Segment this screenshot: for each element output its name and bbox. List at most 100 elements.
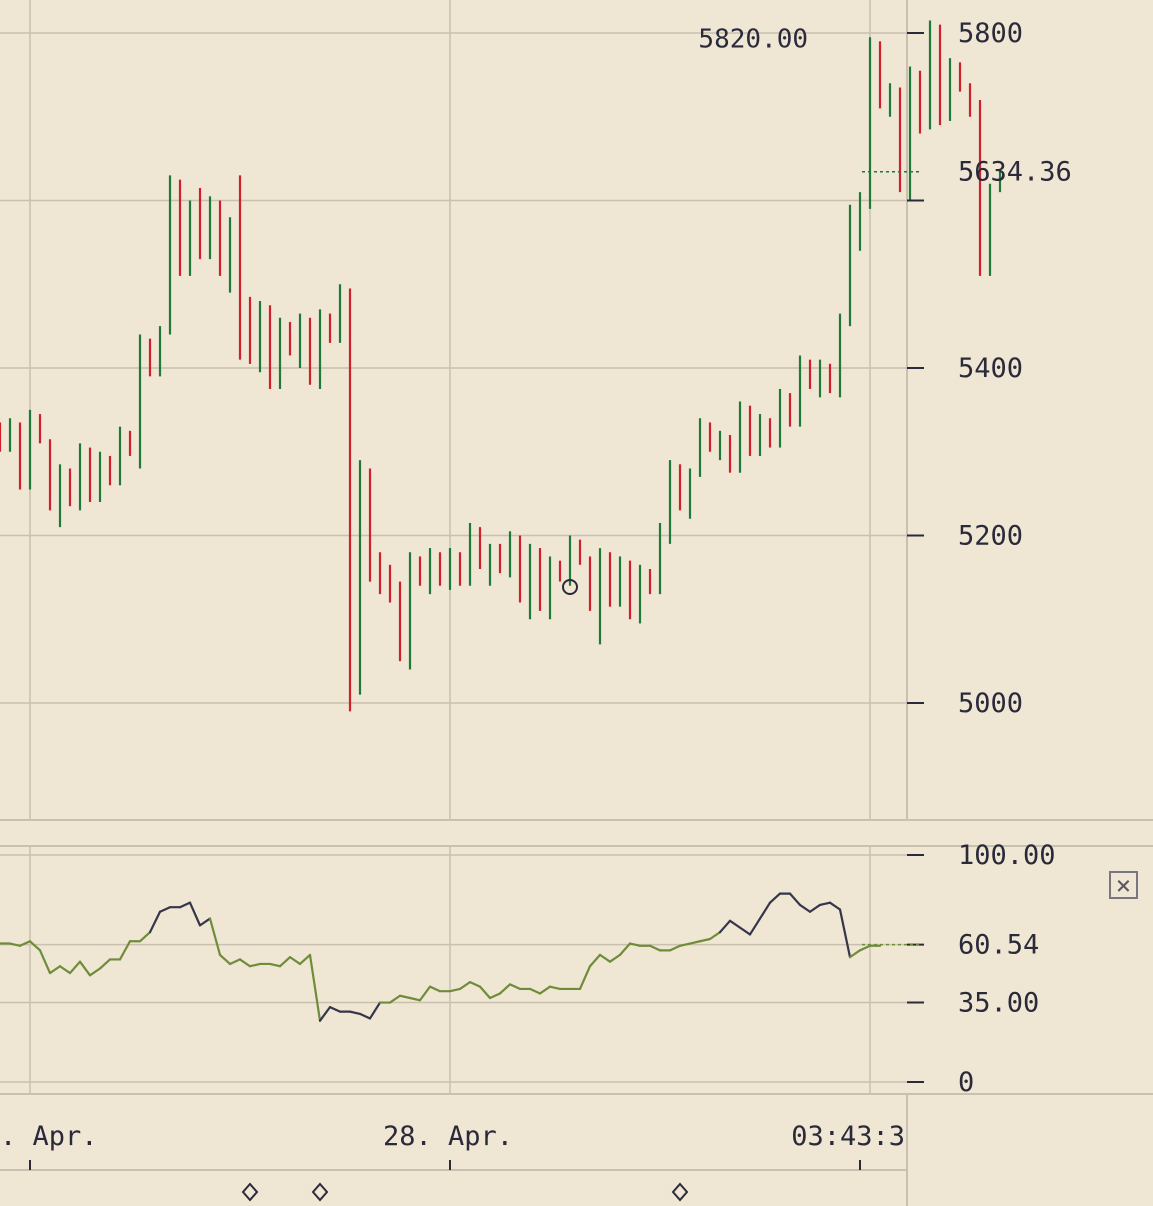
oscillator-segment	[98, 958, 112, 970]
oscillator-segment	[698, 937, 712, 943]
oscillator-segment	[628, 942, 642, 947]
oscillator-segment	[448, 987, 462, 993]
oscillator-segment	[768, 892, 782, 904]
oscillator-segment	[28, 940, 42, 952]
oscillator-segment	[298, 953, 312, 966]
time-axis: . Apr. 28. Apr. 03:43:3	[0, 1094, 908, 1206]
navigator-diamond-icon[interactable]	[671, 1182, 689, 1202]
oscillator-segment	[138, 931, 152, 943]
oscillator-segment	[198, 917, 212, 927]
oscillator-segment	[648, 944, 662, 952]
oscillator-line	[0, 892, 882, 1022]
oscillator-segment	[268, 962, 282, 968]
oscillator-segment	[598, 953, 612, 963]
time-axis-label: . Apr.	[0, 1121, 98, 1152]
oscillator-segment	[708, 931, 722, 941]
indicator-close-button[interactable]: ×	[1109, 871, 1138, 901]
oscillator-segment	[18, 940, 32, 947]
oscillator-segment	[588, 953, 602, 968]
oscillator-segment	[318, 1005, 332, 1022]
oscillator-segment	[408, 996, 422, 1002]
oscillator-segment	[578, 965, 592, 991]
oscillator-segment	[818, 901, 832, 907]
oscillator-segment	[688, 940, 702, 945]
oscillator-segment	[488, 992, 502, 1000]
oscillator-segment	[178, 901, 192, 909]
oscillator-segment	[738, 926, 752, 936]
oscillator-segment	[468, 981, 482, 988]
oscillator-segment	[368, 1001, 382, 1020]
oscillator-segment	[858, 944, 872, 952]
oscillator-segment	[308, 953, 322, 1022]
oscillator-segment	[718, 919, 732, 934]
oscillator-segment	[668, 944, 682, 952]
oscillator-segment	[428, 985, 442, 993]
time-axis-label: 28. Apr.	[383, 1121, 513, 1152]
oscillator-segment	[38, 949, 52, 975]
oscillator-segment	[538, 985, 552, 995]
oscillator-segment	[238, 958, 252, 968]
oscillator-segment	[398, 994, 412, 1000]
oscillator-segment	[548, 985, 562, 991]
crosshair-cursor-icon	[562, 579, 578, 595]
oscillator-segment	[528, 987, 542, 995]
oscillator-segment	[48, 965, 62, 975]
oscillator-segment	[608, 953, 622, 963]
oscillator-segment	[148, 910, 162, 934]
oscillator-segment	[388, 994, 402, 1004]
price-tick-label: 5000	[958, 688, 1023, 719]
oscillator-segment	[8, 942, 22, 947]
oscillator-segment	[678, 942, 692, 947]
navigator-markers	[241, 1182, 689, 1202]
oscillator-segment	[748, 917, 762, 936]
oscillator-segment	[158, 906, 172, 913]
oscillator-segment	[348, 1010, 362, 1016]
oscillator-segment	[458, 981, 472, 991]
oscillator-segment	[788, 892, 802, 907]
oscillator-segment	[78, 960, 92, 977]
price-tick-label: 5200	[958, 521, 1023, 552]
oscillator-segment	[848, 949, 862, 959]
current-price-label: 5634.36	[958, 157, 1072, 188]
price-axis: 5800 5400 5200 5000	[907, 18, 1023, 719]
oscillator-segment	[88, 967, 102, 977]
oscillator-tick-label: 35.00	[958, 988, 1039, 1019]
oscillator-segment	[288, 956, 302, 966]
oscillator-segment	[188, 901, 202, 927]
oscillator-segment	[828, 901, 842, 911]
oscillator-segment	[728, 919, 742, 929]
price-tick-label: 5800	[958, 18, 1023, 49]
oscillator-segment	[228, 958, 242, 966]
current-oscillator-label: 60.54	[958, 930, 1039, 961]
oscillator-segment	[758, 901, 772, 920]
oscillator-segment	[68, 960, 82, 975]
high-price-annotation: 5820.00	[698, 24, 808, 54]
oscillator-segment	[618, 942, 632, 956]
oscillator-segment	[208, 917, 222, 956]
oscillator-segment	[248, 962, 262, 968]
oscillator-segment	[508, 983, 522, 991]
oscillator-segment	[418, 985, 432, 1002]
oscillator-tick-label: 0	[958, 1067, 974, 1098]
oscillator-segment	[358, 1012, 372, 1020]
oscillator-segment	[798, 903, 812, 913]
oscillator-segment	[498, 983, 512, 995]
oscillator-segment	[838, 908, 852, 959]
oscillator-axis: 100.00 35.00 0	[907, 840, 1056, 1098]
oscillator-segment	[328, 1005, 342, 1013]
close-icon: ×	[1116, 871, 1132, 901]
oscillator-segment	[278, 956, 292, 968]
oscillator-segment	[808, 903, 822, 913]
oscillator-segment	[58, 965, 72, 975]
oscillator-segment	[218, 953, 232, 966]
ohlc-bars	[0, 20, 1002, 712]
oscillator-grid	[0, 845, 1153, 1095]
time-axis-label: 03:43:3	[791, 1121, 905, 1152]
price-tick-label: 5400	[958, 353, 1023, 384]
oscillator-segment	[118, 940, 132, 961]
oscillator-segment	[478, 985, 492, 1000]
navigator-diamond-icon[interactable]	[311, 1182, 329, 1202]
navigator-diamond-icon[interactable]	[241, 1182, 259, 1202]
oscillator-tick-label: 100.00	[958, 840, 1056, 871]
